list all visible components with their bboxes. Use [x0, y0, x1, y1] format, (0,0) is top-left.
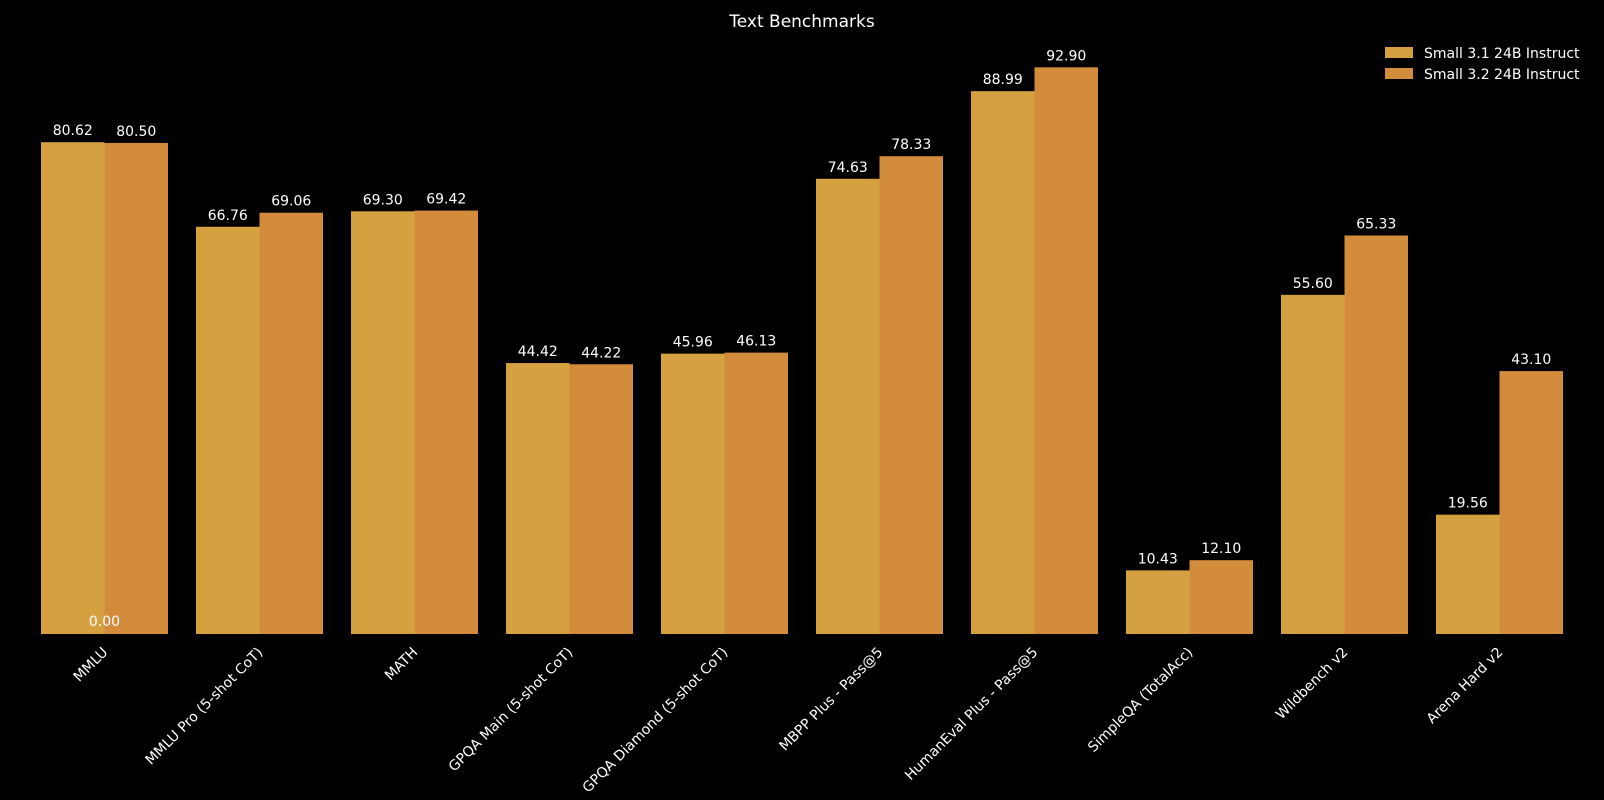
value-label-mmlu-series-1: 80.62: [53, 123, 93, 139]
value-label-math-series-2: 69.42: [426, 192, 466, 208]
value-label-simpleqa-totalacc-series-1: 10.43: [1138, 551, 1178, 567]
x-tick-label-mbpp-plus-pass-5: MBPP Plus - Pass@5: [776, 645, 886, 755]
bar-mmlu-series-1: [41, 142, 105, 634]
value-labels-group: 80.62 80.50 66.76 69.06 69.30 69.42 44.42 44.22…: [53, 48, 1552, 630]
bar-gpqa-diamond-5-shot-cot-series-2: [724, 352, 788, 634]
bar-mmlu-series-2: [104, 142, 168, 634]
bar-humaneval-plus-pass-5-series-2: [1034, 67, 1098, 634]
bar-math-series-2: [414, 210, 478, 635]
bar-wildbench-v2-series-1: [1281, 294, 1345, 634]
value-label-simpleqa-totalacc-series-2: 12.10: [1201, 541, 1241, 557]
x-tick-label-math: MATH: [382, 645, 421, 684]
value-label-humaneval-plus-pass-5-series-2: 92.90: [1046, 48, 1086, 64]
bar-mmlu-pro-5-shot-cot-series-2: [259, 212, 323, 635]
value-label-mmlu-pro-5-shot-cot-series-1: 66.76: [208, 208, 248, 224]
legend-swatch-series-1: [1385, 47, 1413, 58]
x-tick-label-arena-hard-v2: Arena Hard v2: [1424, 645, 1507, 728]
value-label-mmlu-pro-5-shot-cot-series-2: 69.06: [271, 194, 311, 210]
bar-simpleqa-totalacc-series-1: [1126, 570, 1190, 634]
x-tick-label-gpqa-diamond-5-shot-cot: GPQA Diamond (5-shot CoT): [580, 645, 732, 797]
value-label-mmlu-series-2: 80.50: [116, 124, 156, 140]
value-label-gpqa-diamond-5-shot-cot-series-1: 45.96: [673, 335, 713, 351]
bar-wildbench-v2-series-2: [1344, 235, 1408, 635]
bar-arena-hard-v2-series-1: [1436, 514, 1500, 634]
value-label-math-series-1: 69.30: [363, 192, 403, 208]
chart-title: Text Benchmarks: [728, 12, 875, 32]
legend-label-series-1: Small 3.1 24B Instruct: [1424, 46, 1580, 62]
value-label-gpqa-main-5-shot-cot-series-1: 44.42: [518, 344, 558, 360]
x-tick-label-wildbench-v2: Wildbench v2: [1273, 645, 1351, 723]
bar-math-series-1: [351, 211, 415, 634]
legend-swatch-series-2: [1385, 68, 1413, 79]
bar-gpqa-main-5-shot-cot-series-2: [569, 364, 633, 634]
bar-mbpp-plus-pass-5-series-1: [816, 178, 880, 634]
value-label-gpqa-diamond-5-shot-cot-series-2: 46.13: [736, 334, 776, 350]
annotation-label-1: 0.00: [89, 614, 120, 630]
value-label-wildbench-v2-series-2: 65.33: [1356, 216, 1396, 232]
legend: Small 3.1 24B Instruct Small 3.2 24B Inst…: [1385, 46, 1580, 83]
legend-label-series-2: Small 3.2 24B Instruct: [1424, 67, 1580, 83]
value-label-arena-hard-v2-series-1: 19.56: [1448, 496, 1488, 512]
bar-simpleqa-totalacc-series-2: [1189, 560, 1253, 634]
x-tick-label-simpleqa-totalacc: SimpleQA (TotalAcc): [1085, 645, 1196, 756]
value-label-arena-hard-v2-series-2: 43.10: [1511, 352, 1551, 368]
x-tick-label-mmlu: MMLU: [71, 645, 112, 686]
value-label-wildbench-v2-series-1: 55.60: [1293, 276, 1333, 292]
x-tick-label-mmlu-pro-5-shot-cot: MMLU Pro (5-shot CoT): [143, 645, 267, 769]
bar-gpqa-main-5-shot-cot-series-1: [506, 363, 570, 634]
value-label-mbpp-plus-pass-5-series-2: 78.33: [891, 137, 931, 153]
x-tick-labels-group: MMLU MMLU Pro (5-shot CoT) MATH GPQA Main (…: [71, 645, 1507, 797]
bar-mmlu-pro-5-shot-cot-series-1: [196, 226, 260, 634]
value-label-gpqa-main-5-shot-cot-series-2: 44.22: [581, 345, 621, 361]
value-label-humaneval-plus-pass-5-series-1: 88.99: [983, 72, 1023, 88]
x-tick-label-gpqa-main-5-shot-cot: GPQA Main (5-shot CoT): [446, 645, 577, 776]
bar-mbpp-plus-pass-5-series-2: [879, 156, 943, 634]
x-tick-label-humaneval-plus-pass-5: HumanEval Plus - Pass@5: [902, 645, 1041, 784]
bar-humaneval-plus-pass-5-series-1: [971, 91, 1035, 634]
bar-arena-hard-v2-series-2: [1499, 371, 1563, 634]
bars-group: [41, 67, 1563, 635]
bar-gpqa-diamond-5-shot-cot-series-1: [661, 353, 725, 634]
value-label-mbpp-plus-pass-5-series-1: 74.63: [828, 160, 868, 176]
